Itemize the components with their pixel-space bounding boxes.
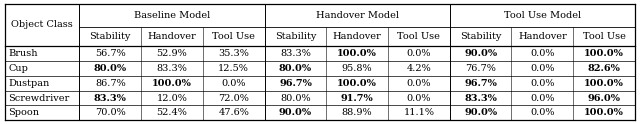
- Text: Cup: Cup: [8, 64, 28, 73]
- Text: 0.0%: 0.0%: [530, 79, 554, 88]
- Text: 80.0%: 80.0%: [280, 94, 311, 103]
- Text: 0.0%: 0.0%: [221, 79, 246, 88]
- Text: Stability: Stability: [460, 32, 501, 41]
- Text: 83.3%: 83.3%: [280, 49, 311, 58]
- Text: 100.0%: 100.0%: [584, 49, 624, 58]
- Text: 72.0%: 72.0%: [218, 94, 249, 103]
- Text: 4.2%: 4.2%: [406, 64, 431, 73]
- Text: 52.4%: 52.4%: [157, 108, 188, 117]
- Text: 11.1%: 11.1%: [403, 108, 435, 117]
- Text: Screwdriver: Screwdriver: [8, 94, 70, 103]
- Text: Dustpan: Dustpan: [8, 79, 49, 88]
- Text: 83.3%: 83.3%: [464, 94, 497, 103]
- Text: 80.0%: 80.0%: [93, 64, 127, 73]
- Text: Stability: Stability: [90, 32, 131, 41]
- Text: 0.0%: 0.0%: [406, 94, 431, 103]
- Text: Handover: Handover: [518, 32, 566, 41]
- Text: 0.0%: 0.0%: [530, 108, 554, 117]
- Text: 96.7%: 96.7%: [464, 79, 497, 88]
- Text: 83.3%: 83.3%: [157, 64, 188, 73]
- Text: Tool Use: Tool Use: [582, 32, 625, 41]
- Text: 88.9%: 88.9%: [342, 108, 372, 117]
- Text: Tool Use: Tool Use: [397, 32, 440, 41]
- Text: Stability: Stability: [275, 32, 316, 41]
- Text: 12.5%: 12.5%: [218, 64, 249, 73]
- Text: 91.7%: 91.7%: [340, 94, 374, 103]
- Text: 82.6%: 82.6%: [588, 64, 620, 73]
- Text: 80.0%: 80.0%: [279, 64, 312, 73]
- Text: Tool Use: Tool Use: [212, 32, 255, 41]
- Text: Baseline Model: Baseline Model: [134, 11, 210, 20]
- Text: Handover: Handover: [333, 32, 381, 41]
- Text: 100.0%: 100.0%: [337, 49, 377, 58]
- Text: 95.8%: 95.8%: [342, 64, 372, 73]
- Text: 0.0%: 0.0%: [530, 94, 554, 103]
- Text: 0.0%: 0.0%: [530, 49, 554, 58]
- Text: 76.7%: 76.7%: [465, 64, 496, 73]
- Text: 100.0%: 100.0%: [584, 79, 624, 88]
- Text: 100.0%: 100.0%: [152, 79, 192, 88]
- Text: 0.0%: 0.0%: [406, 49, 431, 58]
- Text: 83.3%: 83.3%: [94, 94, 127, 103]
- Text: 56.7%: 56.7%: [95, 49, 125, 58]
- Text: 90.0%: 90.0%: [279, 108, 312, 117]
- Text: 100.0%: 100.0%: [337, 79, 377, 88]
- Text: 90.0%: 90.0%: [464, 108, 497, 117]
- Text: 47.6%: 47.6%: [218, 108, 249, 117]
- Text: 96.7%: 96.7%: [279, 79, 312, 88]
- Text: 86.7%: 86.7%: [95, 79, 125, 88]
- Text: 35.3%: 35.3%: [218, 49, 249, 58]
- Text: 52.9%: 52.9%: [157, 49, 188, 58]
- Text: Object Class: Object Class: [12, 20, 73, 30]
- Text: 12.0%: 12.0%: [157, 94, 188, 103]
- Text: 90.0%: 90.0%: [464, 49, 497, 58]
- Text: Handover: Handover: [148, 32, 196, 41]
- Text: 70.0%: 70.0%: [95, 108, 125, 117]
- Text: Spoon: Spoon: [8, 108, 39, 117]
- Text: 100.0%: 100.0%: [584, 108, 624, 117]
- Text: 96.0%: 96.0%: [588, 94, 621, 103]
- Text: Tool Use Model: Tool Use Model: [504, 11, 581, 20]
- Text: 0.0%: 0.0%: [406, 79, 431, 88]
- Text: 0.0%: 0.0%: [530, 64, 554, 73]
- Text: Handover Model: Handover Model: [316, 11, 399, 20]
- Text: Brush: Brush: [8, 49, 38, 58]
